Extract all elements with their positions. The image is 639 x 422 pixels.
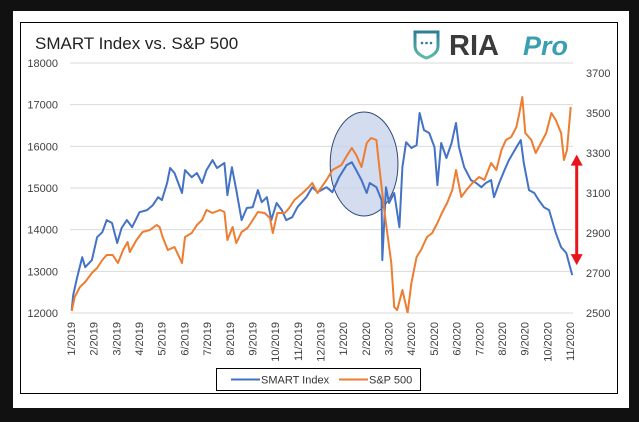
y-left-tick-label: 13000 [27,266,58,278]
shield-icon [413,30,440,60]
y-left-tick-label: 17000 [27,100,58,112]
logo: RIA Pro [413,30,568,62]
series-line-smart-index [70,112,574,311]
y-right-tick-label: 3700 [586,68,610,80]
x-tick-label: 1/2020 [338,322,350,356]
x-tick-label: 3/2019 [111,322,123,356]
y-left-tick-label: 15000 [27,183,58,195]
y-right-tick-label: 3100 [586,188,610,200]
x-tick-label: 4/2020 [406,322,418,356]
x-tick-label: 12/2019 [316,322,328,362]
x-tick-label: 4/2019 [134,322,146,356]
x-tick-label: 11/2020 [565,322,577,361]
x-tick-label: 2/2020 [361,322,373,356]
y-right-tick-label: 2700 [586,268,610,280]
y-axis-left: 18000 17000 16000 15000 14000 13000 12000 [27,58,58,320]
legend-label-sp500: S&P 500 [369,375,412,387]
y-right-tick-label: 3300 [586,148,610,160]
x-tick-label: 2/2019 [89,322,101,356]
x-tick-label: 5/2019 [157,322,169,356]
x-tick-label: 9/2019 [247,322,259,356]
x-tick-label: 7/2019 [202,322,214,356]
x-tick-label: 1/2019 [66,322,78,356]
double-arrow-annotation [570,154,583,266]
x-tick-label: 9/2020 [520,322,532,356]
chart-card [13,11,629,408]
y-right-tick-label: 2900 [586,228,610,240]
legend: SMART Index S&P 500 [216,368,421,391]
legend-label-smart: SMART Index [261,375,330,387]
x-tick-label: 10/2020 [542,322,554,362]
x-axis: 1/2019 2/2019 3/2019 4/2019 5/2019 6/2019 7/20… [66,322,577,362]
x-tick-label: 6/2020 [452,322,464,356]
x-tick-label: 8/2020 [497,322,509,356]
x-tick-label: 5/2020 [429,322,441,356]
logo-text-ria: RIA [449,30,499,62]
series-lines [70,96,574,313]
y-axis-right: 3700 3500 3300 3100 2900 2700 2500 [586,68,610,320]
x-tick-label: 11/2019 [293,322,305,361]
gridlines [70,62,573,314]
x-tick-label: 6/2019 [179,322,191,356]
arrow-head-down [570,254,583,266]
chart-frame [20,22,618,394]
x-tick-label: 10/2019 [270,322,282,362]
y-right-tick-label: 3500 [586,108,610,120]
chart-title: SMART Index vs. S&P 500 [35,34,238,53]
x-tick-label: 8/2019 [225,322,237,356]
y-right-tick-label: 2500 [586,308,610,320]
arrow-head-up [570,154,583,166]
series-line-sp500 [70,96,572,313]
x-tick-label: 3/2020 [384,322,396,356]
y-left-tick-label: 18000 [27,58,58,70]
logo-text-pro: Pro [523,31,568,61]
y-left-tick-label: 16000 [27,141,58,153]
y-left-tick-label: 12000 [27,308,58,320]
x-tick-label: 7/2020 [474,322,486,356]
y-left-tick-label: 14000 [27,225,58,237]
